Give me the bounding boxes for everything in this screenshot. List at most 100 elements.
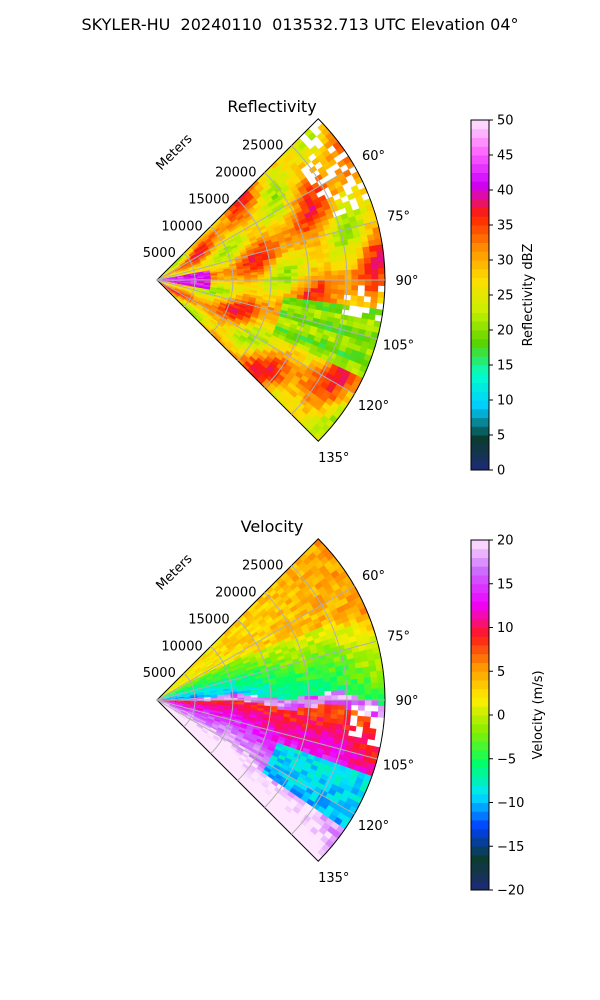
velocity-cell [260, 781, 270, 790]
reflectivity-cell [203, 270, 211, 273]
velocity-cell [189, 722, 197, 729]
reflectivity-cell [370, 296, 379, 305]
reflectivity-cell [217, 276, 225, 279]
velocity-cell [263, 788, 273, 797]
velocity-cell [284, 770, 294, 779]
reflectivity-cell [224, 308, 232, 314]
reflectivity-cell [219, 237, 228, 244]
reflectivity-cell [179, 294, 186, 300]
velocity-cell [201, 739, 209, 746]
velocity-cell [199, 676, 207, 682]
velocity-cell [207, 678, 215, 683]
velocity-cell [244, 695, 252, 699]
velocity-cell [275, 783, 285, 792]
reflectivity-cell [190, 253, 198, 259]
reflectivity-cell [278, 219, 287, 227]
velocity-cell [377, 711, 385, 720]
reflectivity-cell [203, 277, 212, 280]
velocity-cell [208, 713, 216, 718]
velocity-cell [168, 707, 175, 712]
velocity-cell [259, 647, 269, 655]
reflectivity-cell [184, 298, 191, 305]
reflectivity-range-tick: 25000 [242, 139, 283, 154]
velocity-cell [189, 691, 198, 695]
reflectivity-cell [284, 272, 292, 278]
reflectivity-cell [264, 282, 272, 287]
reflectivity-cell [255, 219, 264, 227]
reflectivity-cell [183, 284, 191, 288]
velocity-cell [202, 709, 211, 713]
velocity-cell [289, 743, 298, 751]
velocity-cell [242, 750, 251, 757]
velocity-cell [311, 691, 319, 697]
reflectivity-cell [248, 344, 257, 352]
reflectivity-cell [202, 268, 211, 272]
reflectivity-cell [235, 212, 243, 220]
velocity-cell [255, 639, 264, 647]
reflectivity-cell [268, 337, 278, 345]
velocity-cell [337, 680, 345, 687]
velocity-cell [279, 601, 289, 610]
velocity-cell [176, 717, 183, 723]
velocity-cell [190, 697, 198, 700]
velocity-cell [192, 677, 200, 682]
reflectivity-cell [174, 288, 182, 293]
reflectivity-cell [170, 277, 178, 280]
reflectivity-cell [317, 288, 326, 295]
velocity-cell [329, 671, 338, 679]
velocity-colorbar-step [471, 566, 489, 576]
reflectivity-cell [213, 313, 222, 320]
velocity-cell [367, 659, 377, 668]
velocity-cell [248, 738, 257, 745]
velocity-cell [178, 715, 186, 721]
reflectivity-cell [281, 367, 291, 376]
velocity-cell [272, 776, 282, 785]
velocity-cell [220, 675, 228, 680]
reflectivity-cell [206, 256, 215, 262]
reflectivity-cell [176, 273, 184, 276]
velocity-cell [190, 732, 197, 739]
reflectivity-cell [226, 318, 235, 325]
reflectivity-colorbar-tick-label: 30 [497, 254, 514, 269]
reflectivity-cell [173, 291, 180, 297]
reflectivity-cell [169, 284, 177, 288]
reflectivity-cell [330, 293, 339, 300]
reflectivity-cell [357, 269, 366, 276]
reflectivity-cell [258, 364, 267, 373]
velocity-cell [188, 671, 196, 677]
reflectivity-cell [244, 226, 253, 233]
velocity-colorbar-step [471, 802, 489, 812]
velocity-cell [189, 705, 198, 708]
reflectivity-cell [241, 198, 250, 207]
reflectivity-cell [337, 270, 346, 277]
reflectivity-cell [350, 264, 359, 271]
reflectivity-cell [177, 280, 185, 282]
velocity-cell [374, 658, 383, 667]
reflectivity-cell [173, 265, 181, 270]
velocity-cell [260, 620, 269, 629]
reflectivity-cell [196, 250, 204, 256]
reflectivity-cell [331, 284, 339, 291]
velocity-cell [229, 662, 238, 668]
reflectivity-cell [162, 271, 169, 277]
reflectivity-cell [186, 247, 193, 254]
reflectivity-cell [363, 251, 372, 260]
velocity-cell [304, 700, 312, 705]
velocity-cell [195, 711, 203, 715]
reflectivity-cell [206, 230, 214, 237]
reflectivity-cell [202, 317, 210, 325]
velocity-cell [216, 706, 225, 710]
reflectivity-cell [212, 303, 220, 308]
reflectivity-cell [216, 221, 225, 229]
velocity-cell [362, 666, 371, 674]
velocity-cell [232, 753, 241, 760]
reflectivity-cell [188, 266, 196, 270]
velocity-cell [193, 728, 201, 735]
velocity-cell [215, 753, 223, 761]
reflectivity-cell [226, 212, 235, 220]
reflectivity-cell [304, 196, 314, 205]
velocity-colorbar-step [471, 583, 489, 593]
velocity-cell [180, 671, 187, 678]
velocity-colorbar-tick-label: 5 [497, 665, 505, 680]
velocity-cell [219, 644, 227, 652]
